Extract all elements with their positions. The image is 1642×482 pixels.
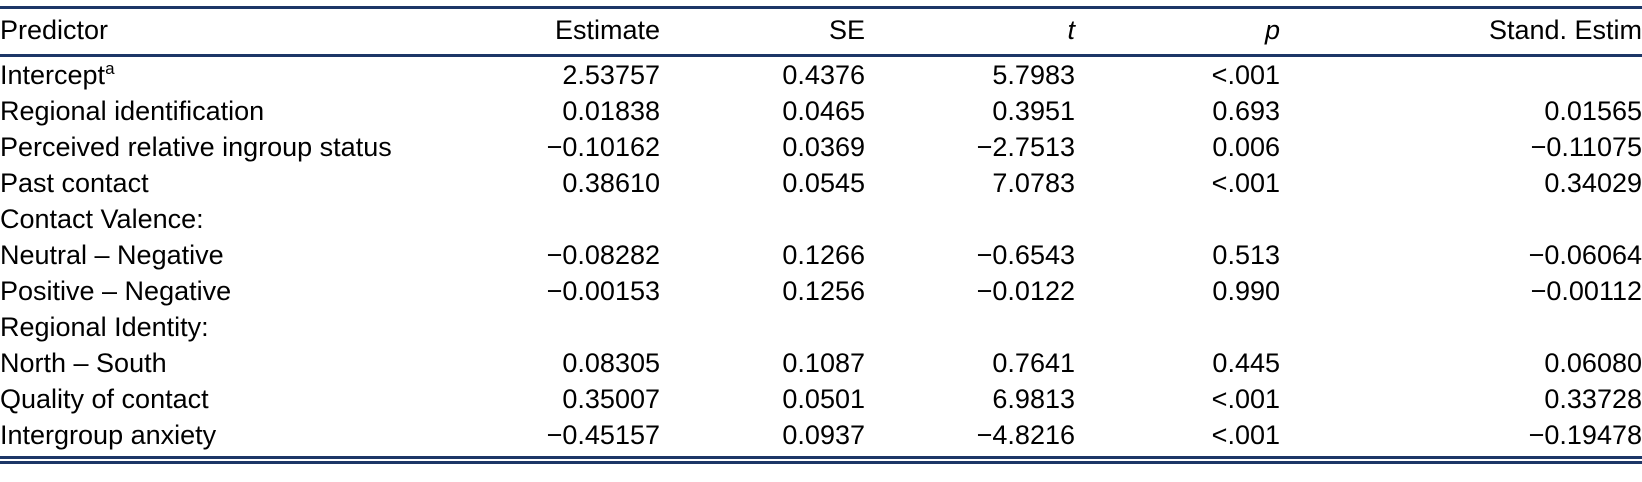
cell-predictor: Positive – Negative (0, 276, 232, 306)
table-row: Regional identification 0.01838 0.0465 0… (0, 93, 1642, 129)
table-row section-header-row: Contact Valence: (0, 201, 1642, 237)
cell-t: 5.7983 (992, 60, 1075, 90)
cell-se (660, 201, 865, 237)
table-row: Past contact 0.38610 0.0545 7.0783 <.001… (0, 165, 1642, 201)
cell-t (865, 201, 1075, 237)
cell-estimate: −0.08282 (546, 240, 660, 270)
cell-stand-estimate: −0.11075 (1530, 132, 1642, 162)
cell-estimate: 0.01838 (562, 96, 660, 126)
cell-t: −0.0122 (976, 276, 1075, 306)
cell-p: 0.693 (1212, 96, 1280, 126)
column-header-t: t (1067, 15, 1075, 45)
cell-predictor-section: Regional Identity: (0, 312, 209, 342)
cell-stand-estimate (1280, 201, 1642, 237)
table-row: Quality of contact 0.35007 0.0501 6.9813… (0, 381, 1642, 417)
cell-t: 7.0783 (992, 168, 1075, 198)
cell-stand-estimate: 0.01565 (1544, 96, 1642, 126)
cell-se: 0.1256 (782, 276, 865, 306)
column-header-estimate: Estimate (554, 15, 660, 45)
table-row: Intergroup anxiety −0.45157 0.0937 −4.82… (0, 417, 1642, 464)
cell-se: 0.0545 (782, 168, 865, 198)
cell-predictor: Past contact (0, 168, 149, 198)
cell-predictor: Regional identification (0, 96, 265, 126)
cell-stand-estimate: −0.00112 (1530, 276, 1642, 306)
table-row: Intercepta 2.53757 0.4376 5.7983 <.001 (0, 56, 1642, 94)
table-header-row: Predictor Estimate SE t p Stand. Estim (0, 7, 1642, 56)
cell-estimate: 0.35007 (562, 384, 660, 414)
column-header-p: p (1264, 15, 1280, 45)
cell-stand-estimate (1280, 309, 1642, 345)
cell-t: 0.3951 (992, 96, 1075, 126)
cell-se: 0.4376 (782, 60, 865, 90)
cell-se: 0.1087 (782, 348, 865, 378)
cell-estimate (445, 309, 660, 345)
cell-p (1075, 309, 1280, 345)
cell-t: −0.6543 (976, 240, 1075, 270)
cell-stand-estimate: −0.19478 (1280, 417, 1642, 464)
cell-se: 0.0465 (782, 96, 865, 126)
cell-t: 6.9813 (992, 384, 1075, 414)
cell-p: <.001 (1211, 60, 1280, 90)
table-row section-header-row: Regional Identity: (0, 309, 1642, 345)
cell-stand-estimate: 0.34029 (1544, 168, 1642, 198)
cell-se: 0.0369 (782, 132, 865, 162)
cell-predictor: Perceived relative ingroup status (0, 132, 392, 162)
cell-predictor: Neutral – Negative (0, 240, 224, 270)
cell-p: <.001 (1211, 384, 1280, 414)
cell-stand-estimate: 0.33728 (1544, 384, 1642, 414)
predictor-label: Intercept (0, 60, 106, 90)
cell-predictor: North – South (0, 348, 167, 378)
cell-p: 0.445 (1212, 348, 1280, 378)
cell-t: −2.7513 (976, 132, 1075, 162)
cell-p: <.001 (1075, 417, 1280, 464)
cell-se: 0.0501 (782, 384, 865, 414)
cell-predictor: Intercepta (0, 56, 445, 94)
column-header-stand-estimate: Stand. Estim (1488, 15, 1642, 45)
cell-estimate: −0.45157 (445, 417, 660, 464)
cell-se: 0.0937 (660, 417, 865, 464)
cell-stand-estimate: −0.06064 (1528, 240, 1642, 270)
cell-p: <.001 (1211, 168, 1280, 198)
cell-predictor: Intergroup anxiety (0, 417, 445, 464)
cell-predictor: Quality of contact (0, 384, 209, 414)
table-row: Positive – Negative −0.00153 0.1256 −0.0… (0, 273, 1642, 309)
cell-t (865, 309, 1075, 345)
column-header-predictor: Predictor (0, 15, 109, 45)
cell-estimate: −0.10162 (546, 132, 660, 162)
cell-t: 0.7641 (992, 348, 1075, 378)
table-row: Neutral – Negative −0.08282 0.1266 −0.65… (0, 237, 1642, 273)
cell-estimate: 2.53757 (562, 60, 660, 90)
cell-se (660, 309, 865, 345)
cell-estimate (445, 201, 660, 237)
cell-t: −4.8216 (865, 417, 1075, 464)
cell-p: 0.006 (1212, 132, 1280, 162)
cell-stand-estimate (1280, 56, 1642, 94)
cell-p: 0.990 (1212, 276, 1280, 306)
regression-table: Predictor Estimate SE t p Stand. Estim I… (0, 6, 1642, 464)
footnote-marker: a (105, 59, 115, 78)
cell-estimate: 0.38610 (562, 168, 660, 198)
column-header-se: SE (828, 15, 865, 45)
cell-estimate: 0.08305 (562, 348, 660, 378)
regression-table-container: Predictor Estimate SE t p Stand. Estim I… (0, 6, 1642, 464)
cell-predictor-section: Contact Valence: (0, 204, 204, 234)
cell-p (1075, 201, 1280, 237)
cell-stand-estimate: 0.06080 (1544, 348, 1642, 378)
cell-p: 0.513 (1212, 240, 1280, 270)
table-row: Perceived relative ingroup status −0.101… (0, 129, 1642, 165)
table-row: North – South 0.08305 0.1087 0.7641 0.44… (0, 345, 1642, 381)
cell-estimate: −0.00153 (546, 276, 660, 306)
cell-se: 0.1266 (782, 240, 865, 270)
